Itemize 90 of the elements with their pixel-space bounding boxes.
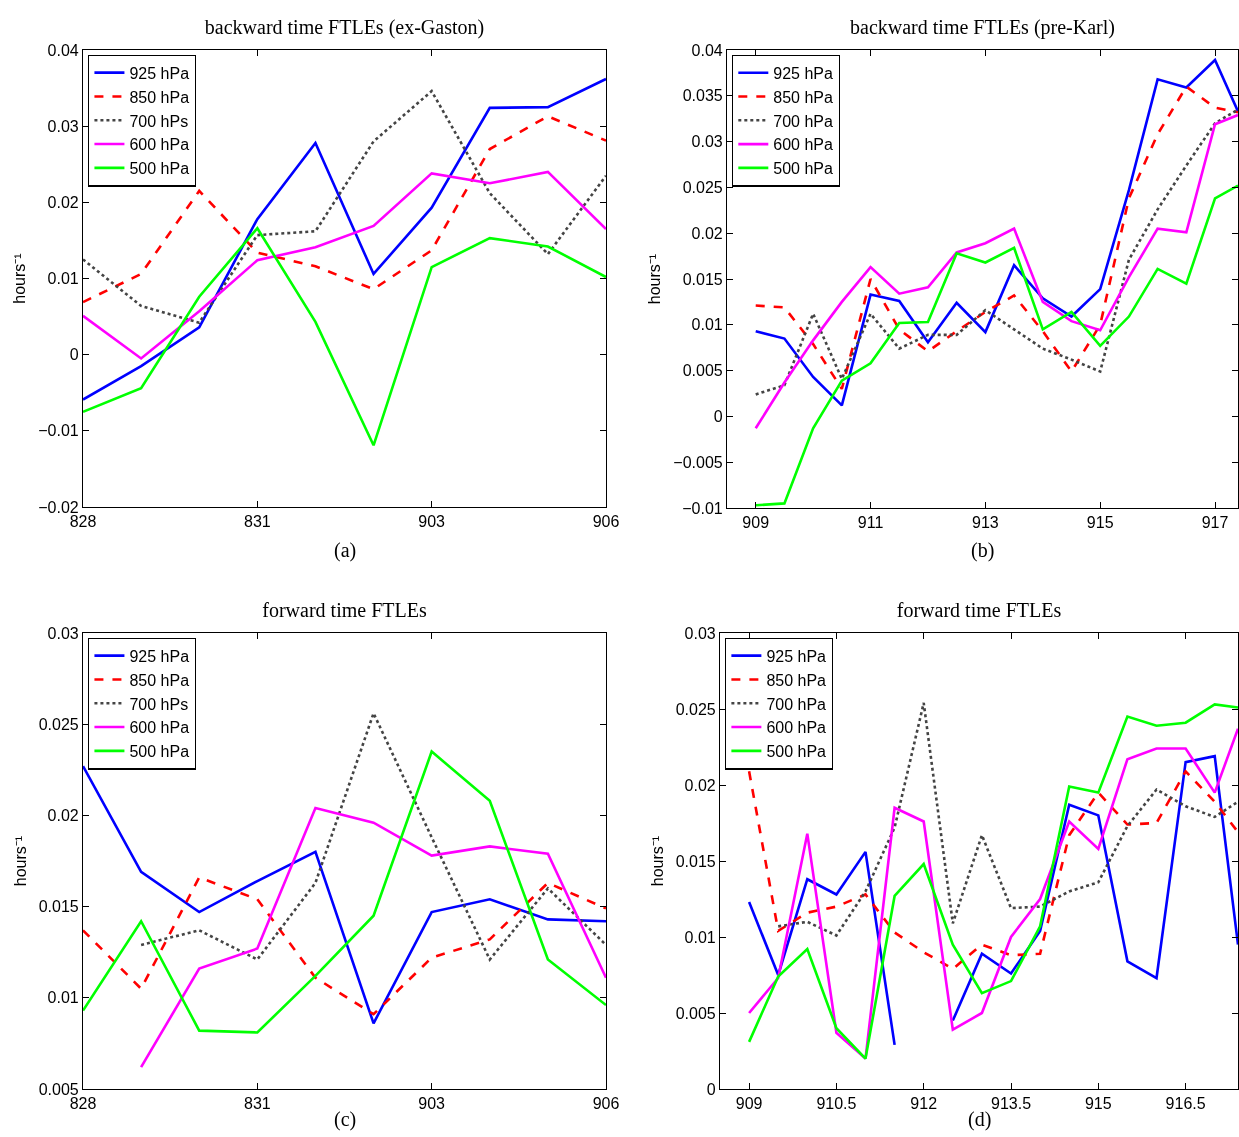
line-series <box>83 876 606 1016</box>
y-tick-label: 0.01 <box>47 989 79 1007</box>
y-tick-label: 0.01 <box>691 316 723 334</box>
y-tick-label: −0.02 <box>38 498 79 516</box>
legend-label: 925 hPa <box>129 647 190 665</box>
legend-label: 500 hPa <box>773 160 834 178</box>
legend-label: 850 hPa <box>129 88 190 106</box>
x-tick-label: 909 <box>735 1095 763 1113</box>
x-tick-label: 911 <box>857 514 884 532</box>
y-tick-label: 0 <box>706 1080 716 1098</box>
legend-label: 700 hPa <box>766 695 827 713</box>
legend-label: 700 hPs <box>129 112 189 130</box>
legend-label: 925 hPa <box>129 64 190 82</box>
y-tick-label: 0.02 <box>47 193 79 211</box>
text: (a) <box>334 539 357 562</box>
line-series <box>747 770 1238 971</box>
y-tick-label: −0.01 <box>682 499 723 517</box>
x-tick-label: 913.5 <box>990 1095 1032 1113</box>
x-tick-label: 828 <box>69 1095 97 1113</box>
x-tick-label: 831 <box>243 1095 271 1113</box>
x-tick-label: 909 <box>742 514 770 532</box>
legend-label: 600 hPa <box>129 719 190 737</box>
y-tick-label: 0.015 <box>682 270 723 288</box>
y-tick-label: 0.005 <box>38 1080 79 1098</box>
line-series <box>83 89 606 324</box>
y-tick-label: 0.005 <box>675 1004 716 1022</box>
y-tick-label: −0.01 <box>38 422 79 440</box>
legend-label: 600 hPa <box>766 719 827 737</box>
y-tick-label: 0.015 <box>675 852 716 870</box>
x-tick-label: 910.5 <box>816 1095 857 1113</box>
legend-label: 925 hPa <box>766 647 827 665</box>
x-tick-label: 917 <box>1201 514 1229 532</box>
x-tick-label: 913 <box>972 514 999 532</box>
legend-label: 500 hPa <box>129 743 190 761</box>
y-tick-label: 0.01 <box>684 928 716 946</box>
x-tick-label: 916.5 <box>1165 1095 1206 1113</box>
y-axis-title: hours⁻¹ <box>11 835 29 887</box>
legend-label: 925 hPa <box>773 64 834 82</box>
y-tick-label: 0.03 <box>691 133 723 151</box>
y-tick-label: 0.02 <box>691 224 723 242</box>
x-tick-label: 915 <box>1084 1095 1112 1113</box>
y-tick-label: 0.04 <box>691 41 723 59</box>
x-tick-label: 828 <box>69 513 97 531</box>
x-tick-label: 903 <box>418 513 446 531</box>
legend-label: 700 hPa <box>773 112 834 130</box>
chart-title: backward time FTLEs (pre-Karl) <box>850 16 1115 39</box>
line-series <box>83 226 606 447</box>
y-tick-label: 0.03 <box>47 117 79 135</box>
y-tick-label: 0.02 <box>47 807 79 824</box>
chart-title: backward time FTLEs (ex-Gaston) <box>204 16 485 39</box>
x-tick-label: 903 <box>418 1095 446 1113</box>
y-tick-label: 0.025 <box>38 715 79 733</box>
legend-label: 850 hPa <box>129 671 190 689</box>
line-series <box>754 184 1238 507</box>
y-tick-label: 0.03 <box>47 624 79 642</box>
x-tick-label: 831 <box>243 513 271 531</box>
y-tick-label: −0.005 <box>673 453 723 471</box>
y-tick-label: 0.03 <box>684 624 716 642</box>
y-tick-label: 0.015 <box>38 898 79 916</box>
line-series <box>83 114 606 304</box>
text: (d) <box>968 1108 992 1131</box>
x-tick-label: 915 <box>1086 514 1114 532</box>
y-tick-label: 0.01 <box>47 270 79 288</box>
x-tick-label: 906 <box>592 513 620 531</box>
line-series <box>139 806 606 1069</box>
y-tick-label: 0.025 <box>682 179 723 196</box>
legend-label: 700 hPs <box>129 695 189 713</box>
y-tick-label: 0.04 <box>47 41 79 59</box>
x-tick-label: 912 <box>910 1095 938 1113</box>
y-tick-label: 0 <box>69 346 79 364</box>
y-axis-title: hours⁻¹ <box>648 835 666 887</box>
legend-label: 600 hPa <box>129 136 190 154</box>
y-tick-label: 0.02 <box>684 776 716 794</box>
line-series <box>83 77 606 401</box>
text: (b) <box>971 539 995 562</box>
y-axis-title: hours⁻¹ <box>646 253 664 305</box>
chart-title: forward time FTLEs <box>896 599 1062 621</box>
y-tick-label: 0.035 <box>682 87 723 105</box>
chart-title: forward time FTLEs <box>262 599 427 621</box>
legend-label: 500 hPa <box>129 160 190 178</box>
legend-label: 850 hPa <box>773 88 834 106</box>
y-tick-label: 0 <box>713 408 723 425</box>
legend-label: 600 hPa <box>773 136 834 154</box>
legend-label: 500 hPa <box>766 743 827 761</box>
y-tick-label: 0.025 <box>675 700 716 718</box>
legend-label: 850 hPa <box>766 671 827 689</box>
x-tick-label: 906 <box>592 1095 620 1113</box>
y-axis-title: hours⁻¹ <box>11 253 29 304</box>
y-tick-label: 0.005 <box>682 362 723 380</box>
text: (c) <box>334 1108 357 1131</box>
